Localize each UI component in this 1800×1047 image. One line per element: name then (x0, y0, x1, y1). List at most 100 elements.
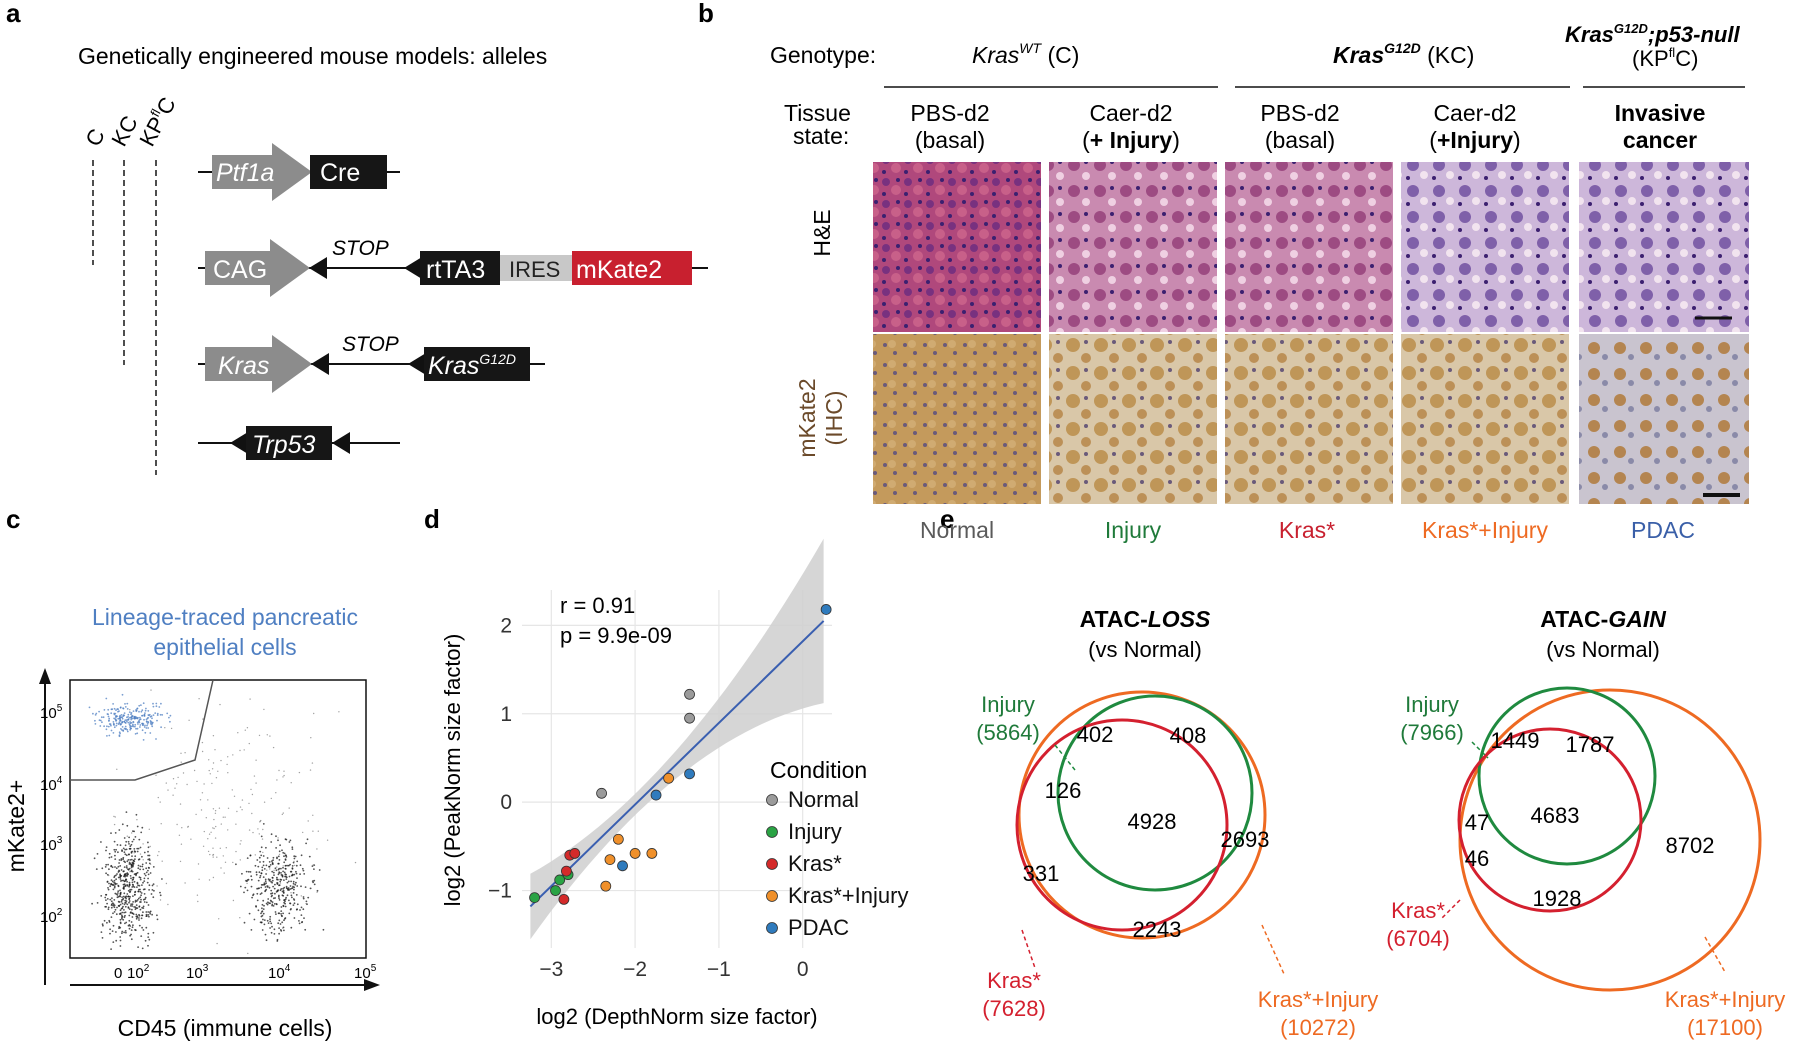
venn-gain-region-injury-only: 1449 (1491, 728, 1540, 753)
flow-event-dot (214, 749, 216, 751)
flow-event-dot (243, 921, 246, 924)
flow-event-dot (174, 787, 176, 789)
flow-event-dot (179, 860, 182, 863)
flow-event-dot (282, 776, 284, 778)
flow-event-dot (280, 874, 283, 876)
flow-event-dot (122, 895, 125, 898)
flow-event-dot (198, 698, 200, 700)
flow-event-dot (301, 921, 303, 924)
flow-event-dot (115, 724, 118, 727)
flow-plot-frame (69, 679, 367, 959)
flow-event-dot (296, 860, 299, 863)
flow-event-dot (299, 864, 302, 867)
flow-event-dot (298, 771, 301, 774)
flow-event-dot (267, 898, 270, 900)
loxp-3 (311, 353, 329, 375)
mkate2-label: mKate2 (576, 256, 662, 284)
flow-event-dot (126, 702, 129, 705)
flow-event-dot (126, 860, 129, 863)
state-col4-line2: (+Injury) (1429, 127, 1520, 153)
flow-event-dot (119, 939, 122, 942)
flow-event-dot (161, 860, 163, 862)
flow-event-dot (203, 783, 205, 785)
flow-event-dot (284, 838, 287, 840)
flow-event-dot (262, 876, 265, 878)
flow-event-dot (111, 897, 113, 899)
flow-event-dot (289, 885, 292, 887)
flow-event-dot (131, 864, 133, 867)
flow-event-dot (121, 849, 123, 852)
flow-event-dot (109, 932, 111, 935)
flow-event-dot (195, 813, 197, 816)
flow-event-dot (108, 868, 110, 871)
flow-event-dot (277, 922, 280, 925)
flow-event-dot (312, 830, 314, 832)
flow-event-dot (292, 892, 295, 894)
flow-event-dot (141, 855, 143, 858)
x-tick-label: −2 (623, 958, 647, 981)
flow-event-dot (94, 719, 96, 722)
flow-event-dot (132, 901, 135, 903)
flow-event-dot (246, 857, 249, 859)
flow-event-dot (316, 848, 318, 850)
flow-event-dot (123, 885, 125, 888)
panel-label-a: a (6, 0, 21, 28)
flow-event-dot (117, 708, 119, 711)
flow-event-dot (119, 922, 122, 925)
flow-event-dot (227, 807, 230, 809)
flow-event-dot (281, 894, 284, 897)
venn-loss-region-ki-only: 2693 (1221, 827, 1270, 852)
flow-event-dot (100, 716, 103, 719)
flow-event-dot (264, 886, 267, 888)
trp53-box (246, 426, 332, 460)
flow-event-dot (136, 707, 139, 710)
flow-event-dot (294, 883, 297, 886)
scatter-point-injury (550, 885, 561, 896)
flow-event-dot (252, 894, 254, 897)
flow-event-dot (201, 750, 204, 753)
flow-event-dot (245, 870, 248, 873)
flow-event-dot (128, 924, 131, 926)
he-image-kras-injury (1401, 162, 1569, 332)
venn-loss-region-injury-ki: 408 (1170, 723, 1207, 748)
flow-event-dot (124, 844, 127, 847)
flow-event-dot (107, 908, 110, 911)
venn-loss-kras-label: Kras* (987, 968, 1041, 993)
flow-event-dot (125, 719, 128, 721)
flow-event-dot (138, 888, 140, 891)
flow-event-dot (212, 827, 214, 829)
flow-event-dot (200, 809, 203, 811)
flow-event-dot (106, 921, 108, 924)
flow-event-dot (108, 852, 111, 855)
flow-event-dot (284, 864, 287, 867)
flow-event-dot (220, 867, 222, 869)
flow-event-dot (114, 908, 117, 911)
flow-event-dot (139, 846, 142, 849)
flow-event-dot (272, 897, 275, 900)
flow-event-dot (91, 902, 93, 905)
x-tick-0: 0 (114, 965, 122, 982)
flow-event-dot (136, 732, 139, 735)
x-tick-1e5: 105 (354, 963, 377, 982)
flow-event-dot (214, 810, 217, 812)
flow-event-dot (132, 838, 135, 841)
flow-event-dot (114, 866, 116, 868)
flow-event-dot (244, 886, 247, 889)
flow-event-dot (263, 882, 266, 885)
flow-event-dot (241, 872, 243, 875)
flow-event-dot (261, 866, 264, 869)
flow-event-dot (225, 847, 227, 849)
flow-event-dot (262, 851, 264, 854)
flow-event-dot (134, 891, 136, 894)
flow-event-dot (135, 709, 137, 711)
flow-event-dot (136, 907, 139, 909)
cre-label: Cre (320, 159, 360, 187)
flow-event-dot (262, 908, 265, 910)
flow-event-dot (125, 840, 128, 843)
flow-event-dot (133, 717, 135, 719)
condition-pdac: PDAC (1631, 517, 1695, 543)
flow-event-dot (103, 709, 106, 711)
flow-event-dot (125, 902, 127, 904)
venn-loss-circle-injury (1056, 694, 1254, 892)
flow-event-dot (262, 828, 264, 831)
